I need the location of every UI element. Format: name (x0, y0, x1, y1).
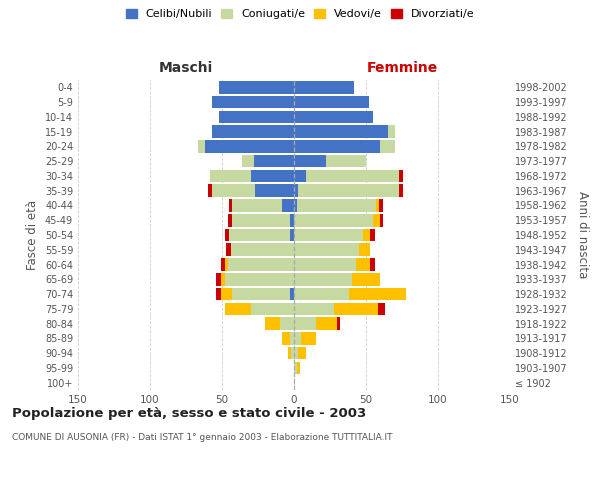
Bar (388, 126, 395, 138)
Bar (294, 214, 373, 226)
Bar (283, 332, 290, 344)
Bar (380, 214, 383, 226)
Bar (205, 140, 294, 152)
Bar (216, 273, 221, 285)
Bar (232, 199, 283, 212)
Bar (290, 228, 294, 241)
Bar (294, 81, 355, 94)
Bar (290, 332, 294, 344)
Bar (229, 199, 232, 212)
Bar (294, 155, 326, 168)
Bar (212, 96, 294, 108)
Bar (290, 214, 294, 226)
Bar (228, 258, 294, 271)
Bar (225, 228, 229, 241)
Bar (297, 199, 376, 212)
Bar (251, 302, 294, 315)
Bar (197, 140, 205, 152)
Bar (294, 318, 316, 330)
Bar (228, 214, 232, 226)
Bar (294, 273, 352, 285)
Bar (376, 199, 379, 212)
Bar (370, 228, 374, 241)
Bar (221, 288, 232, 300)
Bar (225, 258, 228, 271)
Bar (297, 362, 300, 374)
Bar (298, 184, 399, 197)
Bar (294, 140, 380, 152)
Bar (225, 273, 294, 285)
Text: Popolazione per età, sesso e stato civile - 2003: Popolazione per età, sesso e stato civil… (12, 408, 366, 420)
Legend: Celibi/Nubili, Coniugati/e, Vedovi/e, Divorziati/e: Celibi/Nubili, Coniugati/e, Vedovi/e, Di… (122, 6, 478, 22)
Bar (288, 347, 291, 360)
Bar (399, 184, 403, 197)
Bar (219, 81, 294, 94)
Y-axis label: Anni di nascita: Anni di nascita (576, 192, 589, 278)
Bar (294, 288, 349, 300)
Bar (337, 318, 340, 330)
Text: Femmine: Femmine (367, 61, 437, 75)
Bar (230, 244, 294, 256)
Bar (352, 273, 380, 285)
Bar (399, 170, 403, 182)
Bar (379, 199, 383, 212)
Bar (301, 332, 316, 344)
Y-axis label: Fasce di età: Fasce di età (26, 200, 39, 270)
Bar (225, 302, 251, 315)
Bar (221, 273, 225, 285)
Bar (290, 288, 294, 300)
Bar (294, 184, 298, 197)
Bar (370, 258, 374, 271)
Bar (208, 184, 212, 197)
Bar (226, 244, 230, 256)
Bar (294, 96, 369, 108)
Bar (221, 258, 225, 271)
Bar (359, 244, 370, 256)
Bar (294, 170, 305, 182)
Bar (294, 347, 298, 360)
Bar (283, 199, 294, 212)
Bar (316, 318, 337, 330)
Bar (212, 126, 294, 138)
Bar (291, 347, 294, 360)
Bar (211, 170, 251, 182)
Bar (294, 110, 373, 123)
Bar (219, 110, 294, 123)
Bar (294, 258, 356, 271)
Bar (254, 155, 294, 168)
Bar (294, 126, 388, 138)
Bar (294, 362, 297, 374)
Bar (265, 318, 280, 330)
Bar (305, 170, 399, 182)
Bar (216, 288, 221, 300)
Bar (294, 244, 359, 256)
Bar (298, 347, 305, 360)
Bar (356, 258, 370, 271)
Bar (380, 140, 395, 152)
Bar (294, 302, 334, 315)
Bar (334, 302, 377, 315)
Text: Maschi: Maschi (159, 61, 213, 75)
Bar (294, 228, 363, 241)
Bar (363, 228, 370, 241)
Bar (232, 214, 290, 226)
Bar (229, 228, 290, 241)
Bar (251, 170, 294, 182)
Bar (242, 155, 254, 168)
Bar (326, 155, 366, 168)
Bar (212, 184, 255, 197)
Bar (294, 199, 297, 212)
Text: COMUNE DI AUSONIA (FR) - Dati ISTAT 1° gennaio 2003 - Elaborazione TUTTITALIA.IT: COMUNE DI AUSONIA (FR) - Dati ISTAT 1° g… (12, 432, 392, 442)
Bar (349, 288, 406, 300)
Bar (373, 214, 380, 226)
Bar (255, 184, 294, 197)
Bar (377, 302, 385, 315)
Bar (280, 318, 294, 330)
Bar (294, 332, 301, 344)
Bar (232, 288, 290, 300)
